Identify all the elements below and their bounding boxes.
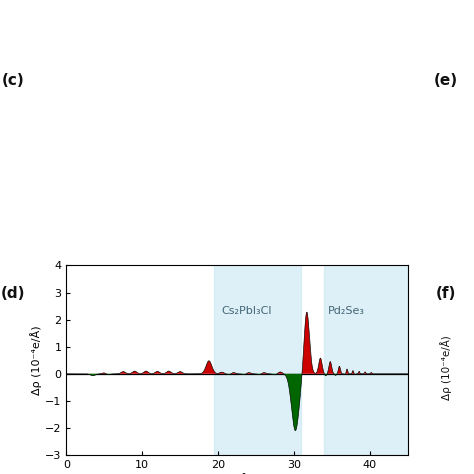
- Y-axis label: Δρ (10⁻⁴e/Å): Δρ (10⁻⁴e/Å): [30, 326, 42, 395]
- Text: Δρ (10⁻⁴e/Å): Δρ (10⁻⁴e/Å): [439, 335, 452, 400]
- Text: Cs₂PbI₃Cl: Cs₂PbI₃Cl: [222, 306, 273, 316]
- Text: (d): (d): [1, 286, 25, 301]
- Bar: [214, 265, 301, 455]
- Bar: [324, 265, 408, 455]
- Text: (e): (e): [434, 73, 457, 88]
- Text: (c): (c): [2, 73, 24, 88]
- Text: Pd₂Se₃: Pd₂Se₃: [328, 306, 365, 316]
- Text: (f): (f): [436, 286, 456, 301]
